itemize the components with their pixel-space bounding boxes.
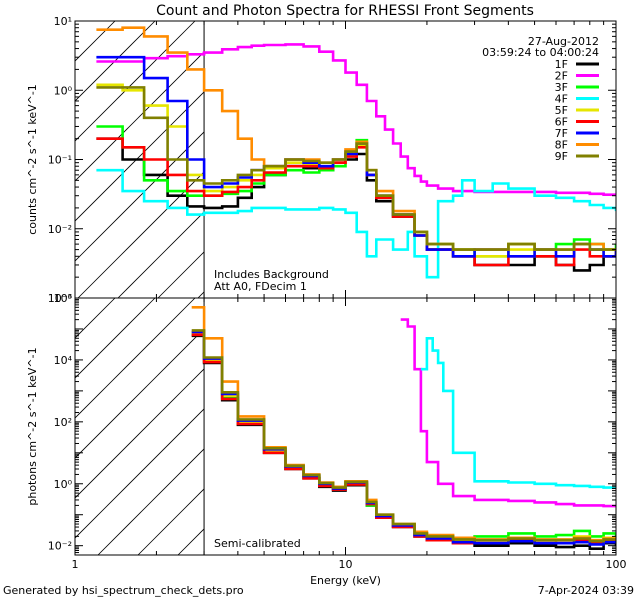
series-2f [96,43,616,196]
count-spectra-series-group [96,26,616,279]
photon-spectra-series-group [191,306,616,550]
y-tick-label: 10⁴ [54,354,73,367]
legend-label-5f: 5F [555,104,568,117]
legend-label-3f: 3F [555,81,568,94]
y-tick-label: 10⁻² [48,540,72,553]
x-axis-label: Energy (keV) [310,574,381,587]
hatch-line [117,211,205,298]
series-4f [96,168,616,279]
hatch-line [75,21,196,142]
y-tick-label: 10⁻¹ [48,154,72,167]
annotation-semi-calibrated: Semi-calibrated [214,537,301,550]
y-tick-label: 10¹ [54,15,72,28]
series-2f [400,318,616,508]
legend-date: 27-Aug-2012 [528,35,599,48]
x-tick-label: 1 [72,558,79,571]
chart-title: Count and Photon Spectra for RHESSI Fron… [156,3,534,19]
photon-spectra-hatch-region [75,298,205,555]
annotation-background: Includes Background [214,268,329,281]
series-1f [191,334,616,550]
series-5f [191,331,616,545]
hatch-line [75,298,196,419]
series-4f [420,337,616,489]
y-tick-label: 10⁰ [54,84,73,97]
legend-label-8f: 8F [555,139,568,152]
hatch-line [75,21,156,102]
x-tick-label: 100 [606,558,627,571]
hatch-line [77,171,205,298]
series-6f [191,333,616,545]
photon-spectra-ylabel: photons cm^-2 s^-1 keV^-1 [26,347,39,505]
y-tick-label: 10⁻² [48,223,72,236]
legend-label-6f: 6F [555,116,568,129]
legend-time-range: 03:59:24 to 04:00:24 [482,46,599,59]
y-tick-label: 10² [54,416,72,429]
footer-date: 7-Apr-2024 03:39 [538,584,634,597]
series-7f [191,330,616,546]
legend-label-4f: 4F [555,93,568,106]
annotation-attenuator: Att A0, FDecim 1 [214,280,307,293]
series-9f [191,329,616,543]
count-spectra-ylabel: counts cm^-2 s^-1 keV^-1 [26,84,39,235]
legend-label-1f: 1F [555,58,568,71]
hatch-line [75,51,205,182]
y-tick-label: 10⁻³ [48,292,72,305]
series-9f [96,86,616,251]
y-tick-label: 10⁶ [54,292,73,305]
series-3f [191,332,616,540]
hatch-line [75,408,205,539]
hatch-line [97,448,205,555]
x-tick-label: 10 [339,558,353,571]
footer-generated: Generated by hsi_spectrum_check_dets.pro [3,584,244,597]
hatch-line [137,488,205,555]
y-tick-label: 10⁰ [54,478,73,491]
hatch-line [75,368,205,499]
legend-label-9f: 9F [555,150,568,163]
hatch-line [177,528,205,555]
legend-label-2f: 2F [555,70,568,83]
legend-label-7f: 7F [555,127,568,140]
hatch-line [75,298,156,379]
hatch-line [75,328,205,459]
